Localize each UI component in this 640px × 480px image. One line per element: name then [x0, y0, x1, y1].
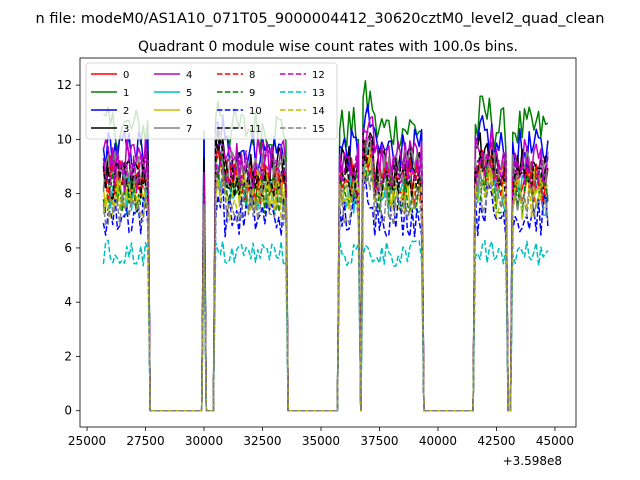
legend-label-7: 7 — [186, 124, 192, 135]
axes-frame — [79, 57, 577, 428]
legend-label-15: 15 — [312, 124, 325, 135]
x-tick-label-37500: 37500 — [360, 434, 398, 448]
legend-box — [85, 62, 338, 140]
x-tick-label-35000: 35000 — [302, 434, 340, 448]
x-tick-label-42500: 42500 — [477, 434, 515, 448]
legend-label-6: 6 — [186, 106, 192, 117]
series-line-5 — [102, 146, 549, 412]
series-line-14 — [102, 155, 549, 412]
x-tick-label-30000: 30000 — [185, 434, 223, 448]
x-axis-offset-label: +3.598e8 — [503, 454, 562, 468]
legend-label-1: 1 — [123, 88, 129, 99]
legend-label-4: 4 — [186, 70, 192, 81]
plot-area — [102, 80, 549, 412]
x-tick-label-40000: 40000 — [419, 434, 457, 448]
chart-title: Quadrant 0 module wise count rates with … — [138, 39, 518, 55]
figure-suptitle: n file: modeM0/AS1A10_071T05_9000004412_… — [36, 11, 605, 27]
legend-label-10: 10 — [249, 106, 262, 117]
x-tick-label-25000: 25000 — [68, 434, 106, 448]
y-tick-label-0: 0 — [64, 404, 72, 418]
series-line-13 — [102, 239, 549, 412]
legend-label-12: 12 — [312, 70, 325, 81]
y-tick-label-10: 10 — [57, 132, 72, 146]
y-tick-label-8: 8 — [64, 187, 72, 201]
y-tick-label-6: 6 — [64, 241, 72, 255]
legend-label-8: 8 — [249, 70, 255, 81]
legend-label-0: 0 — [123, 70, 129, 81]
legend-label-11: 11 — [249, 124, 262, 135]
legend-label-13: 13 — [312, 88, 325, 99]
series-line-15 — [102, 159, 549, 412]
x-tick-label-32500: 32500 — [243, 434, 281, 448]
series-line-10 — [102, 175, 549, 412]
x-tick-label-45000: 45000 — [536, 434, 574, 448]
legend-label-3: 3 — [123, 124, 129, 135]
y-tick-label-2: 2 — [64, 349, 72, 363]
axes: 25000 27500 30000 32500 35000 37500 40000 42500… — [57, 57, 577, 448]
legend-label-14: 14 — [312, 106, 325, 117]
legend-label-9: 9 — [249, 88, 255, 99]
y-tick-label-12: 12 — [57, 78, 72, 92]
legend-label-5: 5 — [186, 88, 192, 99]
y-tick-label-4: 4 — [64, 295, 72, 309]
legend-label-2: 2 — [123, 106, 129, 117]
x-tick-label-27500: 27500 — [126, 434, 164, 448]
